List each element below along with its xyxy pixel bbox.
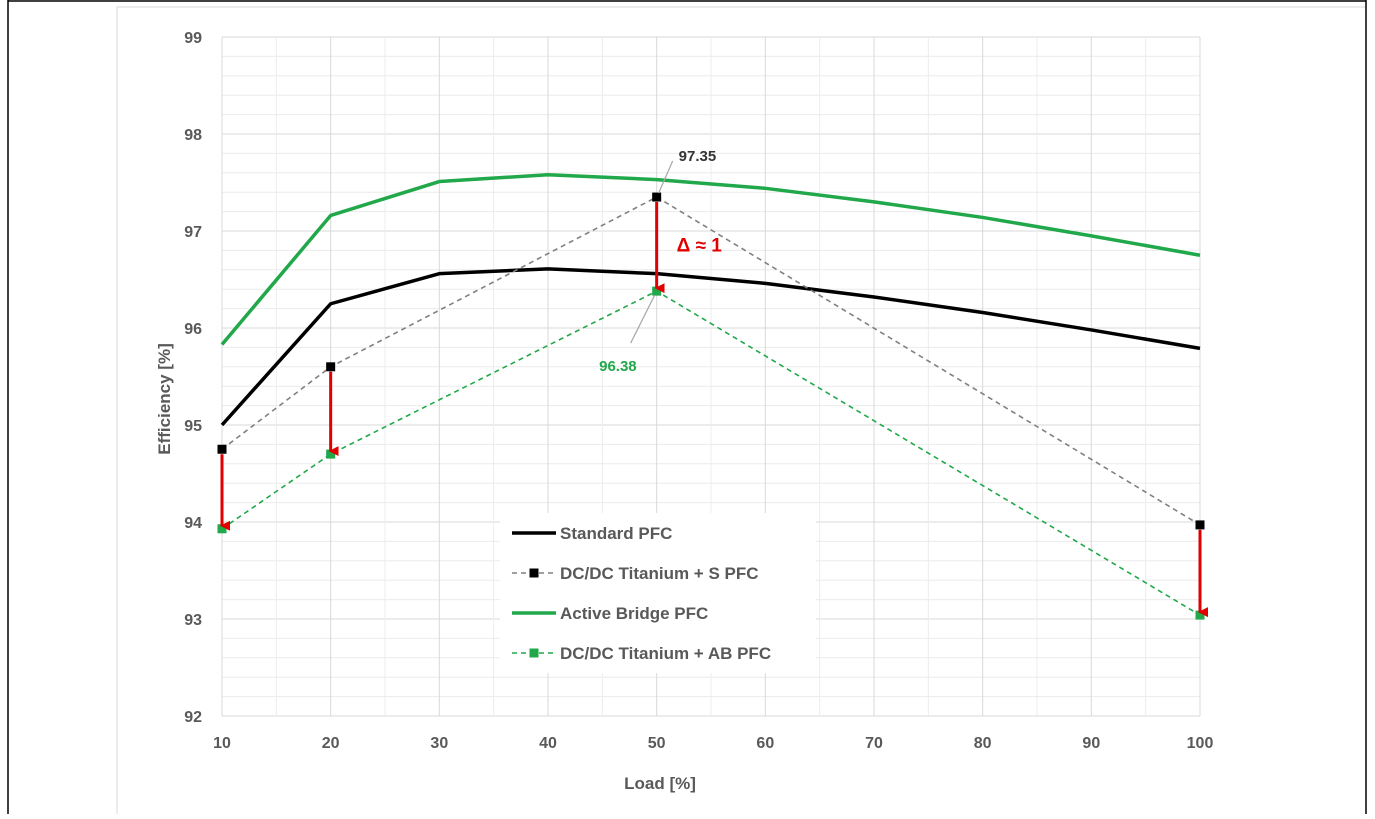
y-tick-label: 94 xyxy=(184,515,202,532)
x-tick-label: 40 xyxy=(539,735,557,752)
y-tick-label: 97 xyxy=(184,224,202,241)
y-tick-label: 93 xyxy=(184,612,202,629)
y-axis-label: Efficiency [%] xyxy=(155,343,174,454)
leader-line xyxy=(659,161,673,193)
delta-annotation: Δ ≈ 1 xyxy=(677,236,723,257)
legend-label: Active Bridge PFC xyxy=(560,604,708,623)
x-axis-label: Load [%] xyxy=(624,774,696,793)
legend: Standard PFC DC/DC Titanium + S PFC Active… xyxy=(500,513,816,673)
x-tick-label: 30 xyxy=(430,735,448,752)
legend-swatch-marker xyxy=(530,649,539,658)
series-point-2 xyxy=(652,193,661,202)
x-tick-label: 100 xyxy=(1187,735,1214,752)
data-label-96-38: 96.38 xyxy=(599,358,637,375)
y-tick-label: 98 xyxy=(184,127,202,144)
series-point-2 xyxy=(1196,520,1205,529)
y-tick-label: 95 xyxy=(184,418,202,435)
y-tick-label: 96 xyxy=(184,321,202,338)
y-tick-label: 99 xyxy=(184,30,202,47)
x-tick-label: 60 xyxy=(756,735,774,752)
x-tick-label: 20 xyxy=(322,735,340,752)
legend-label: DC/DC Titanium + AB PFC xyxy=(560,644,771,663)
x-tick-label: 10 xyxy=(213,735,231,752)
x-tick-label: 90 xyxy=(1082,735,1100,752)
series-point-2 xyxy=(326,362,335,371)
legend-label: Standard PFC xyxy=(560,524,672,543)
x-tick-label: 70 xyxy=(865,735,883,752)
series-point-2 xyxy=(218,445,227,454)
y-tick-label: 92 xyxy=(184,709,202,726)
legend-label: DC/DC Titanium + S PFC xyxy=(560,564,759,583)
y-axis-ticks: 92 93 94 95 96 97 98 99 xyxy=(184,30,202,726)
x-axis-ticks: 10 20 30 40 50 60 70 80 90 100 xyxy=(213,735,1213,752)
data-label-97-35: 97.35 xyxy=(679,148,717,165)
legend-swatch-marker xyxy=(530,569,539,578)
x-tick-label: 50 xyxy=(648,735,666,752)
x-tick-label: 80 xyxy=(974,735,992,752)
